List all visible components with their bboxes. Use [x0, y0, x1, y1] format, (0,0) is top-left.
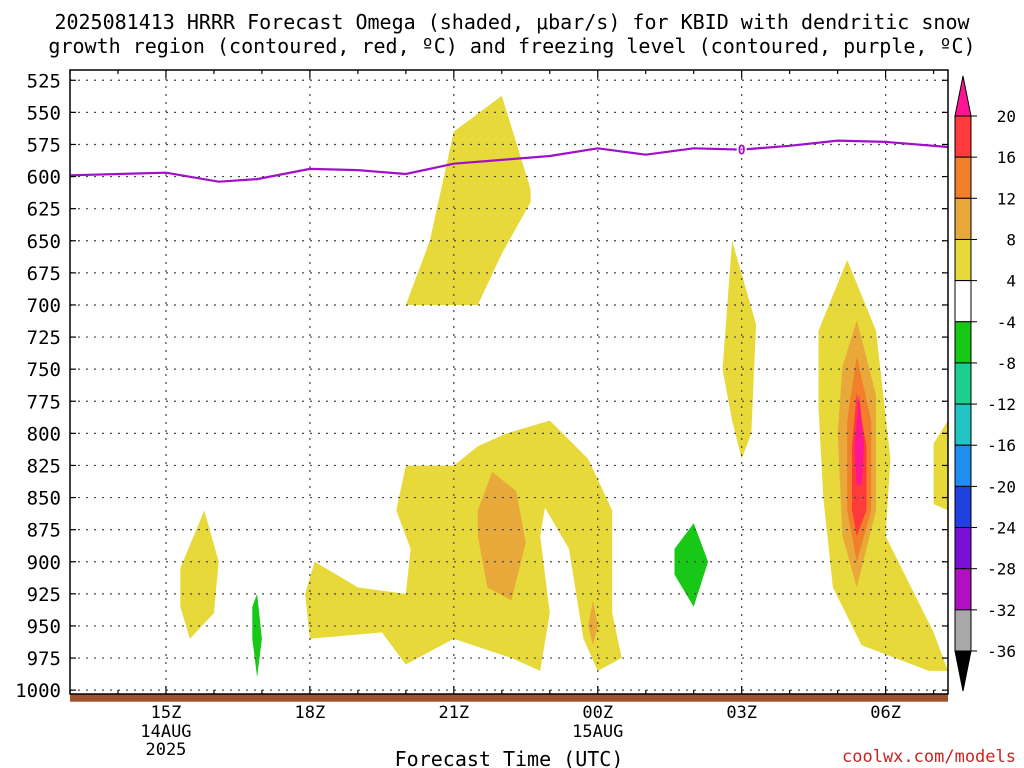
y-tick-label-650: 650 — [27, 231, 61, 253]
colorbar-top-arrow — [954, 75, 972, 117]
colorbar-cell-5 — [954, 280, 972, 323]
omega-region-1 — [405, 95, 531, 305]
x-tick-label-18Z: 18Z — [295, 703, 326, 723]
x-axis-label: Forecast Time (UTC) — [395, 747, 624, 768]
omega-region-2 — [588, 95, 651, 267]
colorbar-label-7: -12 — [987, 395, 1016, 414]
x-tick-label-00Z: 00Z — [582, 703, 613, 723]
colorbar-cell-10 — [954, 485, 972, 529]
chart-title-line2: growth region (contoured, red, ºC) and f… — [48, 34, 976, 58]
colorbar-label-12: -32 — [987, 601, 1016, 620]
y-tick-label-900: 900 — [27, 552, 61, 574]
x-tick-label-15Z: 15Z — [151, 703, 182, 723]
y-tick-label-850: 850 — [27, 488, 61, 510]
y-tick-label-575: 575 — [27, 134, 61, 156]
freezing-level-line — [69, 139, 949, 183]
colorbar-label-9: -20 — [987, 477, 1016, 496]
colorbar-label-3: 8 — [1006, 230, 1016, 249]
omega-region-14 — [209, 574, 286, 693]
omega-region-12 — [588, 600, 598, 646]
colorbar-bottom-arrow — [954, 650, 972, 692]
colorbar-cell-8 — [954, 403, 972, 446]
colorbar-label-5: -4 — [997, 313, 1016, 332]
x-tick-label-21Z: 21Z — [438, 703, 469, 723]
freezing-level-contour: 0 — [69, 139, 949, 183]
colorbar-label-2: 12 — [997, 189, 1016, 208]
colorbar-cell-6 — [954, 321, 972, 364]
colorbar-label-10: -24 — [987, 519, 1016, 538]
colorbar-label-8: -16 — [987, 436, 1016, 455]
omega-region-8 — [854, 394, 864, 485]
colorbar-cell-3 — [954, 197, 972, 240]
x-tick-date-00Z: 15AUG — [572, 722, 623, 742]
colorbar-cell-7 — [954, 362, 972, 405]
colorbar-cell-4 — [954, 238, 972, 282]
y-tick-label-950: 950 — [27, 616, 61, 638]
x-tick-label-03Z: 03Z — [726, 703, 757, 723]
freezing-level-label: 0 — [738, 144, 746, 159]
colorbar-label-6: -8 — [997, 354, 1016, 373]
colorbar-cell-9 — [954, 444, 972, 487]
omega-region-15 — [252, 593, 262, 678]
colorbar-cell-13 — [954, 609, 972, 652]
colorbar-cell-11 — [954, 527, 972, 570]
omega-region-10 — [305, 420, 622, 671]
y-tick-label-600: 600 — [27, 167, 61, 189]
pressure-axis: 525 550 575 600 625 650 675 700 725 750 775 800 825 8… — [15, 70, 948, 702]
y-tick-label-750: 750 — [27, 359, 61, 381]
y-tick-label-675: 675 — [27, 263, 61, 285]
x-tick-label-06Z: 06Z — [870, 703, 901, 723]
omega-region-9 — [933, 420, 948, 511]
colorbar-label-1: 16 — [997, 148, 1016, 167]
y-tick-label-975: 975 — [27, 648, 61, 670]
ground-surface — [70, 694, 948, 702]
colorbar-label-4: 4 — [1006, 272, 1016, 291]
y-tick-label-875: 875 — [27, 520, 61, 542]
x-tick-year-15Z: 2025 — [145, 740, 186, 760]
gridlines — [70, 70, 948, 694]
colorbar-label-0: 20 — [997, 107, 1016, 126]
colorbar-label-13: -36 — [987, 642, 1016, 661]
plot-frame — [69, 69, 949, 695]
omega-region-11 — [477, 471, 526, 601]
omega-region-13 — [180, 510, 219, 639]
freezing-level-label-bg — [736, 141, 747, 156]
colorbar-cell-12 — [954, 568, 972, 611]
colorbar-cell-1 — [954, 115, 972, 158]
omega-region-4 — [818, 260, 948, 671]
y-tick-label-625: 625 — [27, 199, 61, 221]
omega-region-18 — [674, 523, 709, 607]
watermark: coolwx.com/models — [842, 747, 1016, 767]
y-tick-label-1000: 1000 — [15, 680, 61, 702]
colorbar: 20 16 12 8 4 -4 -8 -12 -16 -20 -24 -28 -32 -36 — [954, 75, 1016, 692]
omega-region-16 — [108, 638, 181, 691]
y-tick-label-775: 775 — [27, 391, 61, 413]
y-tick-label-925: 925 — [27, 584, 61, 606]
omega-shading — [108, 95, 948, 693]
y-tick-label-525: 525 — [27, 70, 61, 92]
y-tick-label-700: 700 — [27, 295, 61, 317]
ground-strip — [70, 694, 948, 702]
chart-title-line1: 2025081413 HRRR Forecast Omega (shaded, … — [54, 10, 970, 34]
omega-region-3 — [722, 240, 757, 459]
y-tick-label-825: 825 — [27, 455, 61, 477]
y-tick-label-800: 800 — [27, 423, 61, 445]
colorbar-cell-2 — [954, 156, 972, 199]
y-tick-label-550: 550 — [27, 102, 61, 124]
y-tick-label-725: 725 — [27, 327, 61, 349]
x-tick-date-15Z: 14AUG — [140, 722, 191, 742]
colorbar-label-11: -28 — [987, 560, 1016, 579]
